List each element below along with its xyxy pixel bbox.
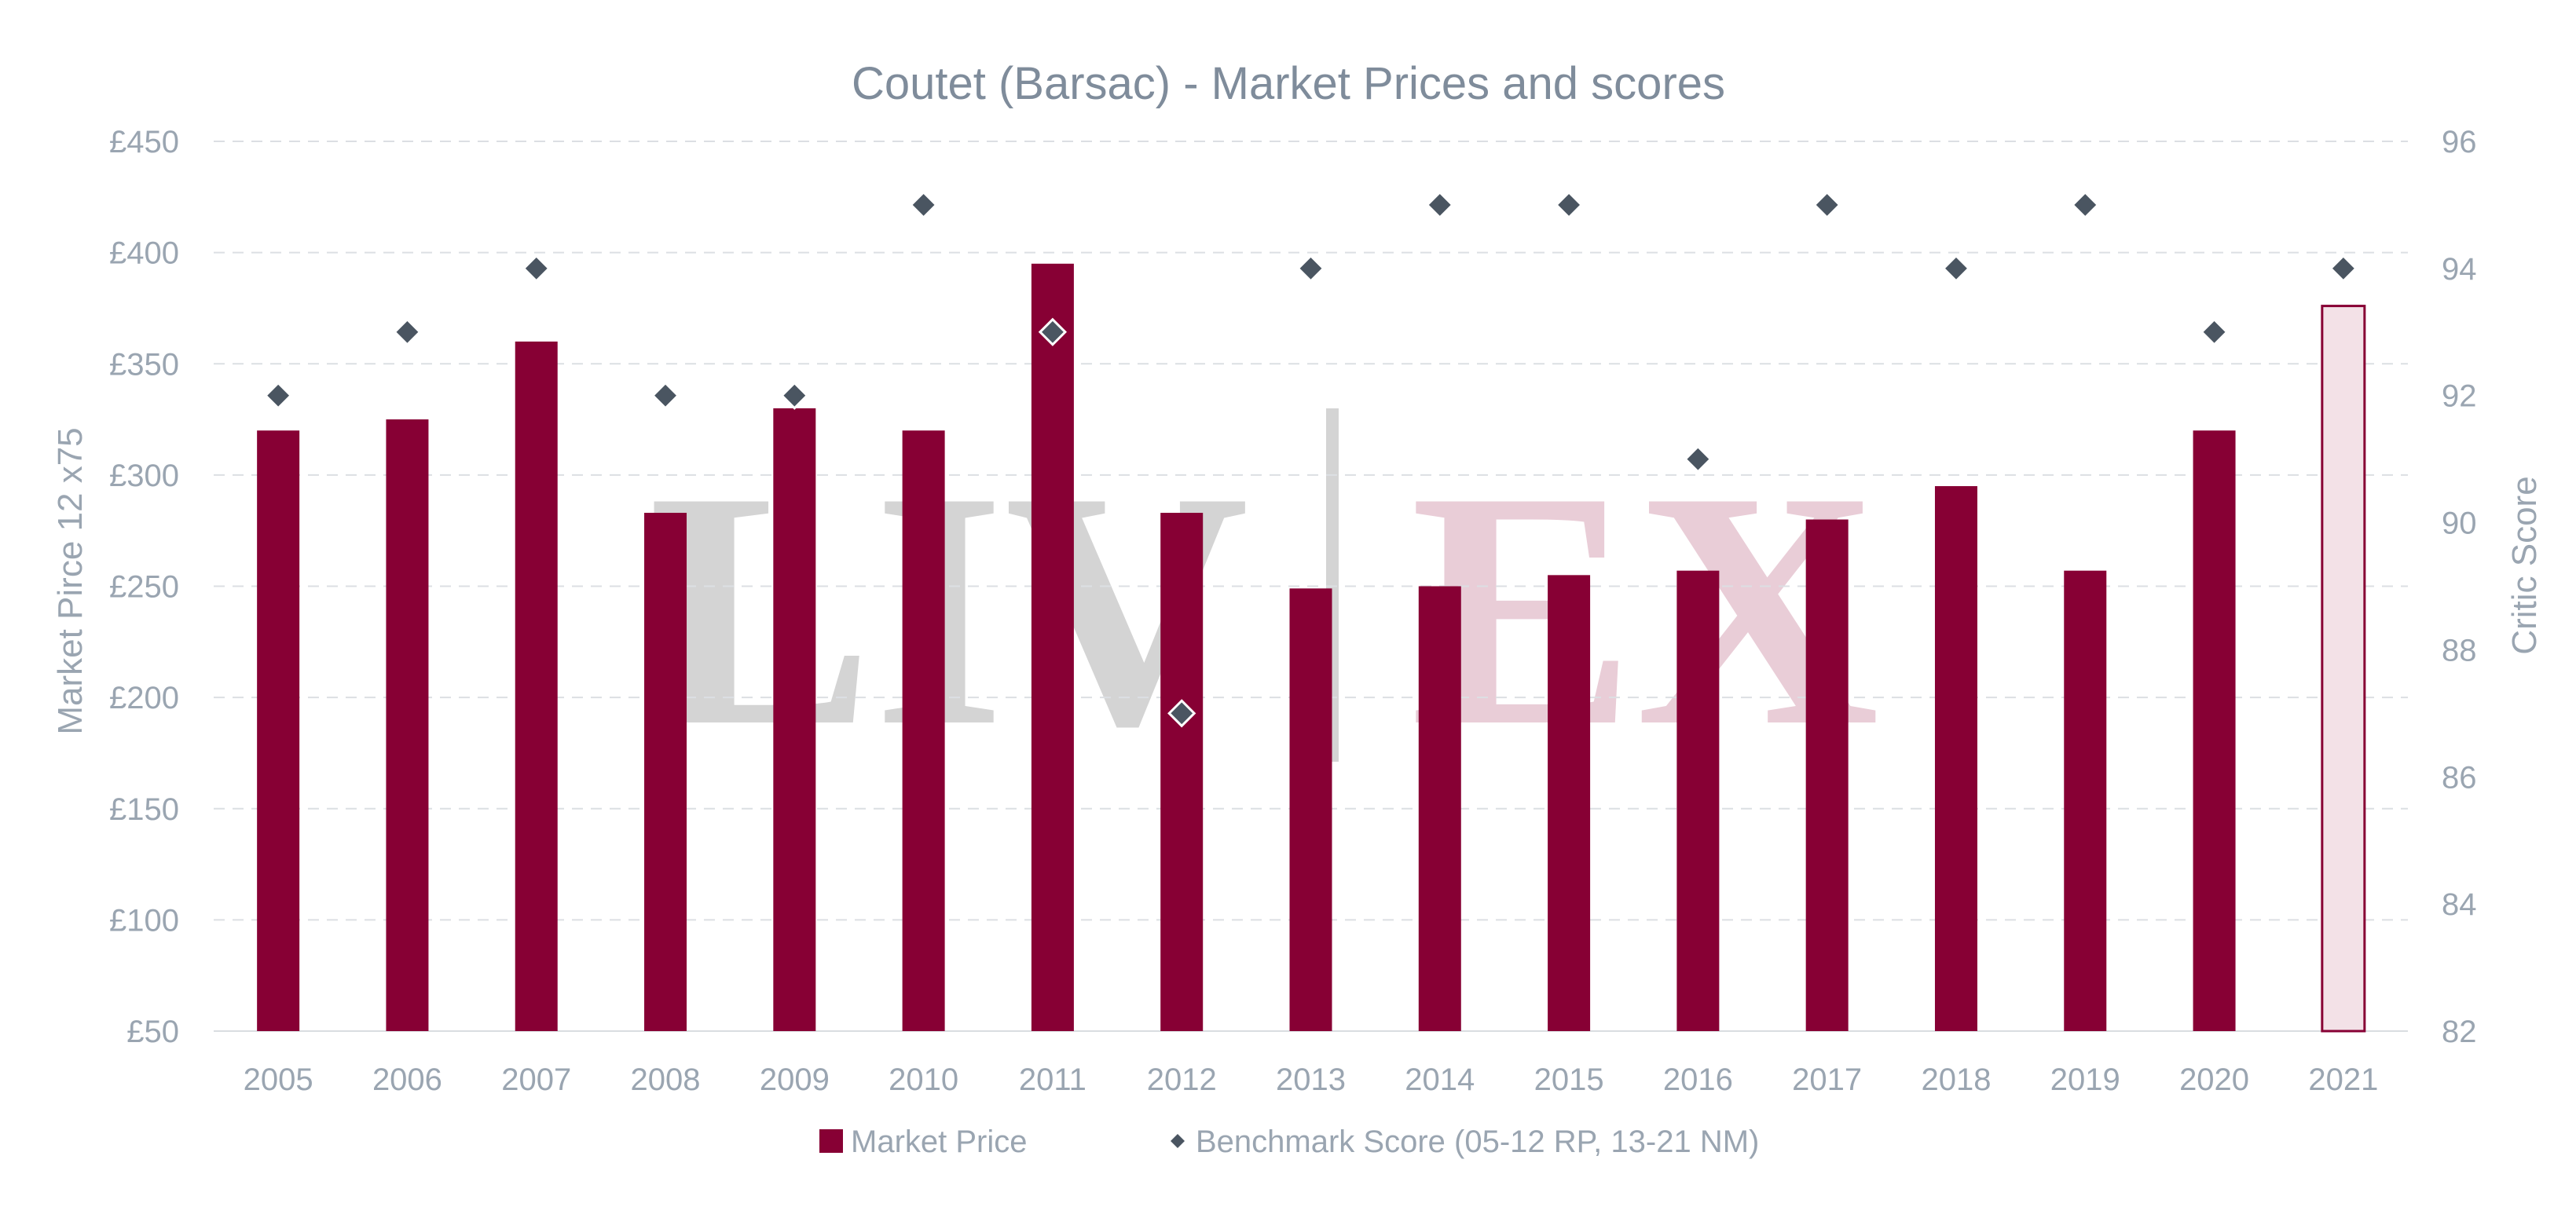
score-marker-2013 — [1296, 254, 1325, 283]
y-tick-label: £450 — [109, 125, 179, 159]
x-tick-label: 2019 — [2050, 1063, 2120, 1097]
bar-2008 — [644, 513, 687, 1031]
y2-tick-label: 82 — [2442, 1015, 2477, 1049]
legend-label-benchmark-score: Benchmark Score (05-12 RP, 13-21 NM) — [1196, 1125, 1759, 1159]
x-tick-label: 2016 — [1663, 1063, 1733, 1097]
bar-2015 — [1548, 575, 1591, 1031]
y-tick-label: £200 — [109, 681, 179, 715]
bar-2020 — [2193, 430, 2236, 1031]
bar-2013 — [1289, 588, 1332, 1031]
score-marker-2009 — [780, 381, 809, 410]
bar-2009 — [773, 408, 816, 1031]
bar-2019 — [2064, 570, 2107, 1031]
y-tick-label: £250 — [109, 570, 179, 605]
watermark-ex: EX — [1410, 422, 1879, 796]
bar-2005 — [257, 430, 300, 1031]
score-marker-2014 — [1425, 190, 1454, 220]
y2-axis-label: Critic Score — [2505, 476, 2544, 654]
score-marker-2008 — [650, 381, 680, 410]
bar-2021 — [2321, 305, 2366, 1033]
x-tick-label: 2005 — [244, 1063, 313, 1097]
score-marker-2006 — [393, 317, 422, 346]
x-tick-label: 2021 — [2308, 1063, 2378, 1097]
score-marker-2005 — [264, 381, 293, 410]
x-tick-label: 2010 — [889, 1063, 958, 1097]
bar-2018 — [1934, 486, 1977, 1031]
livex-watermark: LIV EX — [648, 408, 1879, 796]
bar-2010 — [902, 430, 945, 1031]
y-tick-label: £100 — [109, 903, 179, 938]
score-marker-2020 — [2200, 317, 2229, 346]
x-tick-label: 2006 — [372, 1063, 442, 1097]
x-tick-label: 2017 — [1792, 1063, 1862, 1097]
bar-2017 — [1805, 519, 1849, 1031]
x-tick-label: 2007 — [501, 1063, 571, 1097]
y2-tick-label: 94 — [2442, 252, 2477, 287]
legend-swatch-benchmark-score — [1171, 1134, 1185, 1148]
y-tick-label: £150 — [109, 792, 179, 827]
y2-tick-label: 88 — [2442, 633, 2477, 668]
y-tick-label: £350 — [109, 347, 179, 382]
score-marker-2018 — [1941, 254, 1971, 283]
y-tick-label: £50 — [126, 1015, 179, 1049]
x-tick-label: 2008 — [631, 1063, 701, 1097]
score-marker-2016 — [1684, 444, 1713, 474]
bar-2011 — [1031, 263, 1074, 1032]
bar-2012 — [1160, 513, 1204, 1031]
x-tick-label: 2011 — [1019, 1063, 1086, 1097]
bar-2016 — [1676, 570, 1720, 1031]
score-markers — [264, 190, 2358, 728]
score-marker-2015 — [1554, 190, 1584, 220]
bar-2006 — [386, 419, 429, 1031]
x-tick-label: 2015 — [1534, 1063, 1604, 1097]
right-axis-ticks: 82 84 86 88 90 92 94 96 — [2442, 125, 2477, 1049]
y2-tick-label: 84 — [2442, 887, 2477, 922]
score-marker-2011 — [1038, 317, 1068, 346]
score-marker-2017 — [1812, 190, 1841, 220]
legend-label-market-price: Market Price — [851, 1125, 1028, 1159]
bar-2007 — [515, 341, 558, 1031]
bar-2014 — [1418, 586, 1461, 1031]
score-marker-2010 — [909, 190, 938, 220]
legend-swatch-market-price — [819, 1129, 843, 1153]
y-tick-label: £300 — [109, 459, 179, 493]
x-tick-label: 2018 — [1921, 1063, 1991, 1097]
x-tick-label: 2012 — [1147, 1063, 1217, 1097]
y-axis-label: Market Pirce 12 x75 — [51, 427, 90, 734]
legend: Market Price Benchmark Score (05-12 RP, … — [819, 1125, 1759, 1159]
y2-tick-label: 90 — [2442, 507, 2477, 541]
y2-tick-label: 96 — [2442, 125, 2477, 159]
y2-tick-label: 92 — [2442, 379, 2477, 414]
score-marker-2021 — [2329, 254, 2358, 283]
y2-tick-label: 86 — [2442, 760, 2477, 795]
chart-title: Coutet (Barsac) - Market Prices and scor… — [852, 58, 1725, 109]
x-tick-label: 2009 — [760, 1063, 830, 1097]
score-marker-2007 — [522, 254, 551, 283]
left-axis-ticks: £50 £100 £150 £200 £250 £300 £350 £400 £450 — [109, 125, 179, 1049]
watermark-liv: LIV — [648, 422, 1249, 796]
x-tick-label: 2013 — [1276, 1063, 1346, 1097]
market-price-bars — [257, 263, 2366, 1033]
x-tick-label: 2014 — [1405, 1063, 1475, 1097]
score-marker-2019 — [2071, 190, 2100, 220]
x-axis-ticks: 2005 2006 2007 2008 2009 2010 2011 2012 2013 2014… — [244, 1063, 2379, 1097]
y-tick-label: £400 — [109, 236, 179, 271]
score-marker-2012 — [1167, 699, 1196, 728]
x-tick-label: 2020 — [2179, 1063, 2249, 1097]
